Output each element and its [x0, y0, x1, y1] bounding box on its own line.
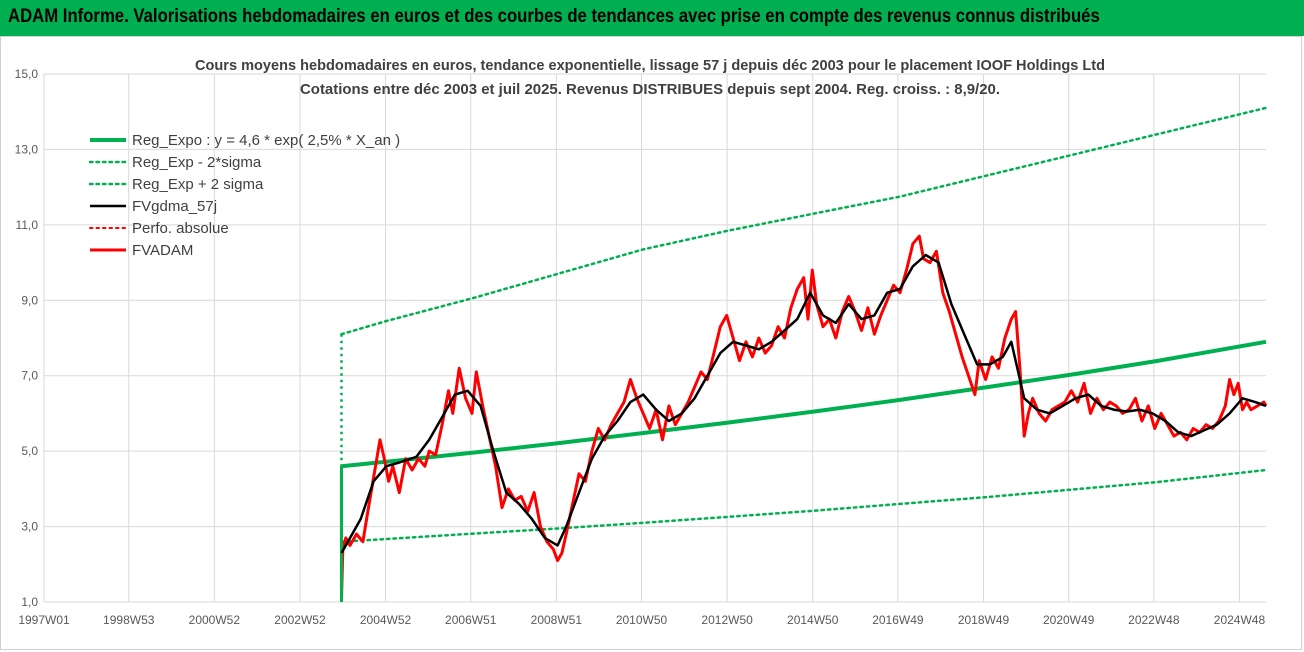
banner-title: ADAM Informe. Valorisations hebdomadaire… — [8, 6, 1100, 27]
chart-title: Cours moyens hebdomadaires en euros, ten… — [195, 57, 1105, 74]
x-tick-label: 2002W52 — [274, 613, 326, 627]
x-tick-label: 2004W52 — [360, 613, 412, 627]
x-tick-label: 2018W49 — [958, 613, 1010, 627]
chart-subtitle: Cotations entre déc 2003 et juil 2025. R… — [300, 81, 1000, 98]
series-line-3 — [340, 253, 1267, 554]
legend-label-5: FVADAM — [132, 242, 193, 259]
y-tick-label: 1,0 — [21, 595, 38, 609]
legend: Reg_Expo : y = 4,6 * exp( 2,5% * X_an ) R… — [88, 132, 400, 259]
x-tick-label: 2012W50 — [701, 613, 753, 627]
x-axis-ticks: 1997W01 1998W53 2000W52 2002W52 2004W52 2006W… — [18, 613, 1265, 627]
series-line-2 — [340, 106, 1268, 336]
x-tick-label: 2014W50 — [787, 613, 839, 627]
legend-label-2: Reg_Exp + 2 sigma — [132, 176, 264, 193]
x-tick-label: 1997W01 — [18, 613, 70, 627]
x-tick-label: 2008W51 — [531, 613, 583, 627]
legend-label-0: Reg_Expo : y = 4,6 * exp( 2,5% * X_an ) — [132, 132, 400, 149]
y-tick-label: 7,0 — [21, 369, 38, 383]
x-tick-label: 2010W50 — [616, 613, 668, 627]
report-banner: ADAM Informe. Valorisations hebdomadaire… — [0, 0, 1304, 36]
y-tick-label: 5,0 — [21, 444, 38, 458]
x-tick-label: 1998W53 — [103, 613, 155, 627]
grid — [43, 73, 1266, 603]
series-line-1 — [340, 468, 1268, 543]
y-tick-label: 11,0 — [16, 218, 39, 232]
chart-frame — [0, 36, 1302, 650]
y-tick-label: 13,0 — [15, 142, 39, 156]
y-tick-label: 3,0 — [21, 520, 38, 534]
y-tick-label: 9,0 — [21, 293, 38, 307]
y-axis-ticks: 1,0 3,0 5,0 7,0 9,0 11,0 13,0 15,0 — [15, 67, 39, 609]
x-tick-label: 2006W51 — [445, 613, 497, 627]
x-tick-label: 2022W48 — [1128, 613, 1180, 627]
legend-label-1: Reg_Exp - 2*sigma — [132, 154, 262, 171]
legend-label-4: Perfo. absolue — [132, 220, 229, 237]
x-tick-label: 2016W49 — [872, 613, 924, 627]
x-tick-label: 2020W49 — [1043, 613, 1095, 627]
series-line-5 — [340, 234, 1268, 599]
series-lines — [339, 106, 1268, 602]
y-tick-label: 15,0 — [15, 67, 39, 81]
x-tick-label: 2024W48 — [1214, 613, 1266, 627]
series-line-0 — [341, 339, 1267, 469]
x-tick-label: 2000W52 — [189, 613, 241, 627]
legend-label-3: FVgdma_57j — [132, 198, 217, 215]
